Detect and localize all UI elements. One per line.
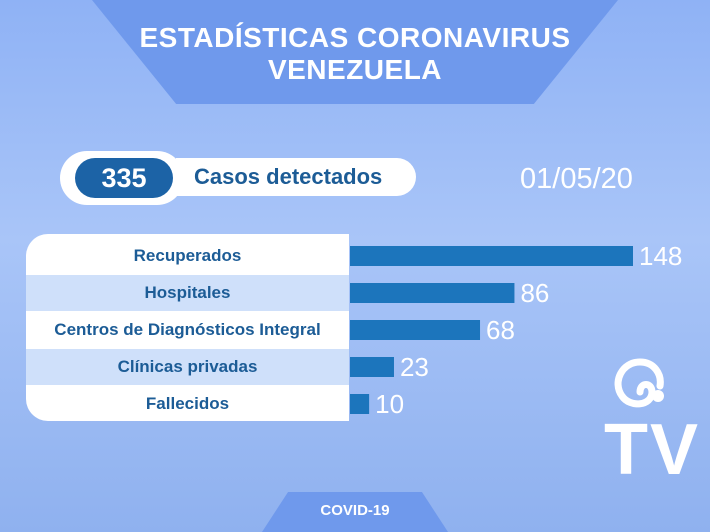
footer-tab [262, 492, 448, 532]
total-cases-count: 335 [75, 158, 173, 198]
title-line-1: ESTADÍSTICAS CORONAVIRUS [139, 22, 571, 53]
page-title: ESTADÍSTICAS CORONAVIRUS VENEZUELA [0, 22, 710, 86]
bar-value-label: 68 [486, 315, 515, 345]
bar [350, 394, 370, 414]
category-label: Hospitales [26, 275, 349, 311]
cases-label: Casos detectados [194, 164, 383, 189]
bar [350, 357, 394, 377]
report-date: 01/05/20 [520, 163, 633, 195]
title-banner [92, 0, 618, 104]
swirl-logo-icon [614, 358, 664, 408]
bar-value-label: 86 [520, 278, 549, 308]
category-label: Clínicas privadas [26, 349, 349, 385]
title-line-2: VENEZUELA [267, 54, 443, 85]
bar-value-label: 10 [375, 389, 404, 419]
category-label: Fallecidos [145, 394, 230, 413]
category-label-panel: Recuperados Hospitales Centros de Diagnóst… [26, 234, 349, 421]
footer-tag: COVID-19 [320, 502, 390, 519]
category-label: Centros de Diagnósticos Integral [54, 320, 321, 339]
bar-value-label: 23 [400, 352, 429, 382]
bar-value-label: 148 [639, 241, 682, 271]
category-label: Recuperados [133, 246, 242, 265]
logo-text: TV [604, 410, 701, 490]
bar [350, 246, 633, 266]
bar [350, 283, 515, 303]
bar [350, 320, 481, 340]
cases-label-box [176, 158, 416, 196]
